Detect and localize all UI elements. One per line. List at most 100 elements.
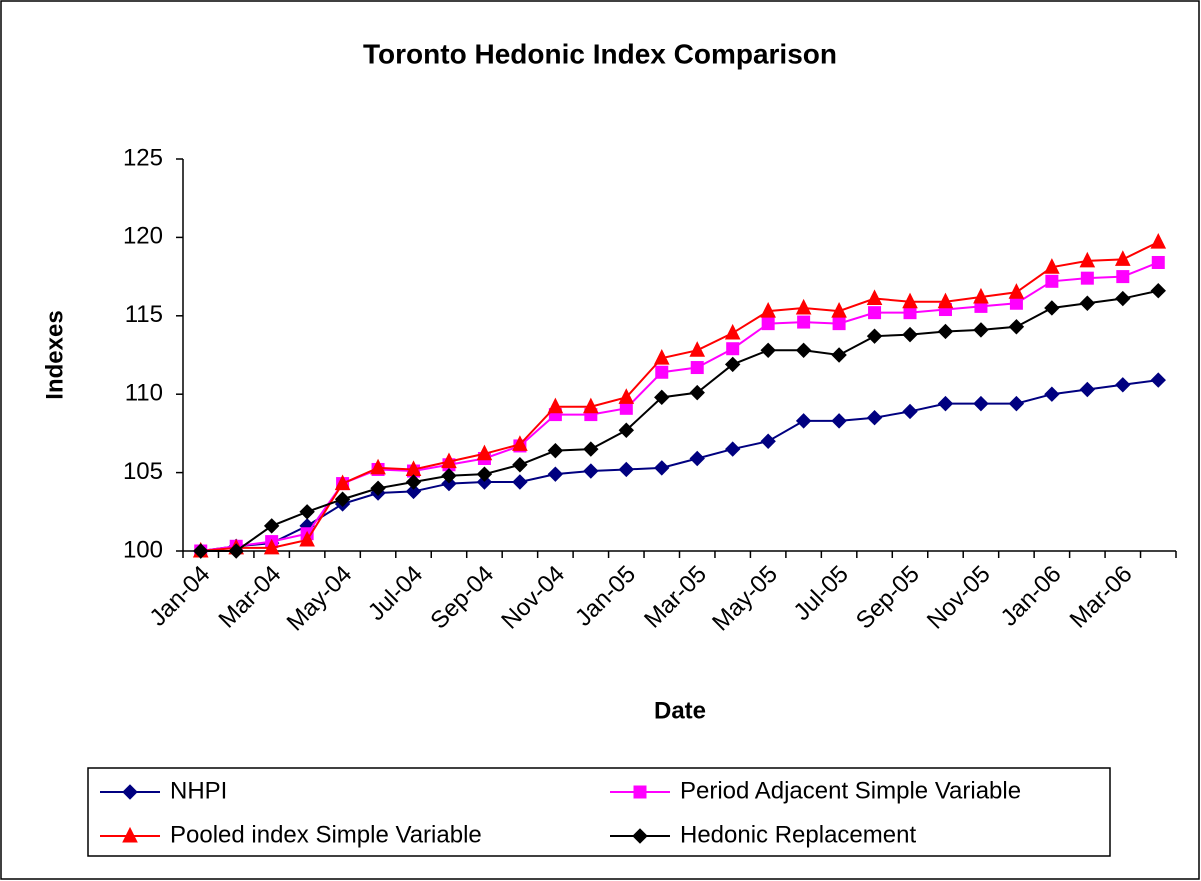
data-point [334, 491, 351, 507]
data-point [866, 410, 883, 426]
data-point [724, 356, 741, 373]
data-point [263, 538, 280, 555]
data-point [1150, 372, 1166, 388]
legend-marker [122, 826, 138, 843]
data-point [1150, 232, 1167, 249]
data-point [1080, 271, 1094, 285]
y-tick-label: 125 [123, 144, 163, 171]
data-point [619, 401, 633, 415]
data-point [512, 457, 528, 473]
legend-marker [632, 828, 648, 844]
data-point [654, 460, 670, 476]
data-point [441, 475, 457, 492]
data-point [761, 317, 775, 331]
y-tick-label: 105 [123, 458, 163, 485]
data-point [618, 388, 635, 404]
data-point [831, 347, 847, 363]
data-point [760, 342, 776, 359]
data-point [299, 530, 315, 547]
data-point [583, 397, 599, 414]
data-point [973, 287, 989, 304]
data-point [1079, 381, 1096, 398]
data-point [831, 413, 847, 429]
data-point [655, 365, 669, 379]
data-point [902, 403, 918, 420]
data-point [795, 413, 812, 429]
data-point [547, 466, 564, 482]
data-point [903, 306, 917, 320]
data-point [724, 323, 741, 340]
data-point [476, 466, 493, 482]
series-line [200, 289, 1159, 552]
data-point [1008, 319, 1025, 335]
data-point [1150, 283, 1166, 299]
data-point [831, 301, 847, 318]
data-point [832, 317, 846, 331]
data-point [653, 349, 670, 365]
data-point [405, 483, 422, 500]
y-tick-label: 115 [125, 301, 163, 328]
data-point [1044, 300, 1060, 316]
data-point [583, 463, 599, 479]
legend-marker [633, 785, 647, 799]
data-point [795, 342, 812, 359]
data-point [193, 543, 209, 559]
data-point [1079, 251, 1096, 268]
data-point [370, 480, 386, 496]
data-point [795, 298, 812, 315]
data-point [1151, 255, 1165, 269]
data-point [1079, 295, 1096, 311]
x-axis-label: Date [654, 697, 706, 724]
chart-title: Toronto Hedonic Index Comparison [363, 38, 837, 69]
data-point [547, 397, 564, 414]
data-point [263, 518, 280, 534]
data-point [370, 458, 386, 475]
legend-label: NHPI [170, 777, 227, 804]
data-point [1044, 386, 1060, 402]
data-point [1116, 270, 1130, 284]
legend-label: Period Adjacent Simple Variable [680, 777, 1021, 804]
data-point [760, 433, 776, 449]
legend-label: Pooled index Simple Variable [170, 821, 482, 848]
data-point [1008, 395, 1025, 412]
data-point [1115, 290, 1131, 307]
data-point [902, 326, 918, 343]
data-point [1009, 296, 1023, 310]
data-point [618, 422, 635, 438]
data-point [689, 341, 706, 357]
data-point [689, 384, 705, 401]
data-point [866, 289, 883, 306]
data-point [547, 442, 564, 459]
data-point [512, 435, 528, 451]
data-point [441, 452, 457, 469]
data-point [866, 328, 883, 344]
data-point [760, 301, 776, 318]
data-point [1044, 258, 1060, 274]
data-point [726, 342, 740, 356]
data-point [868, 306, 882, 320]
data-point [334, 474, 351, 491]
data-point [689, 450, 705, 467]
y-tick-label: 110 [125, 380, 163, 407]
y-tick-label: 100 [123, 536, 163, 563]
series-line [200, 379, 1159, 552]
data-point [441, 468, 457, 484]
y-tick-label: 120 [123, 223, 163, 250]
y-axis-label: Indexes [41, 310, 68, 399]
data-point [512, 474, 528, 490]
data-point [1115, 377, 1131, 393]
data-point [937, 323, 954, 340]
series-line [200, 241, 1159, 552]
data-point [1114, 250, 1131, 266]
data-point [937, 395, 954, 412]
legend-marker [122, 784, 138, 800]
data-point [973, 322, 989, 338]
data-point [690, 361, 704, 375]
data-point [902, 292, 918, 309]
data-point [476, 474, 493, 490]
legend-box [87, 767, 1111, 857]
data-point [583, 441, 599, 457]
data-point [724, 441, 741, 457]
